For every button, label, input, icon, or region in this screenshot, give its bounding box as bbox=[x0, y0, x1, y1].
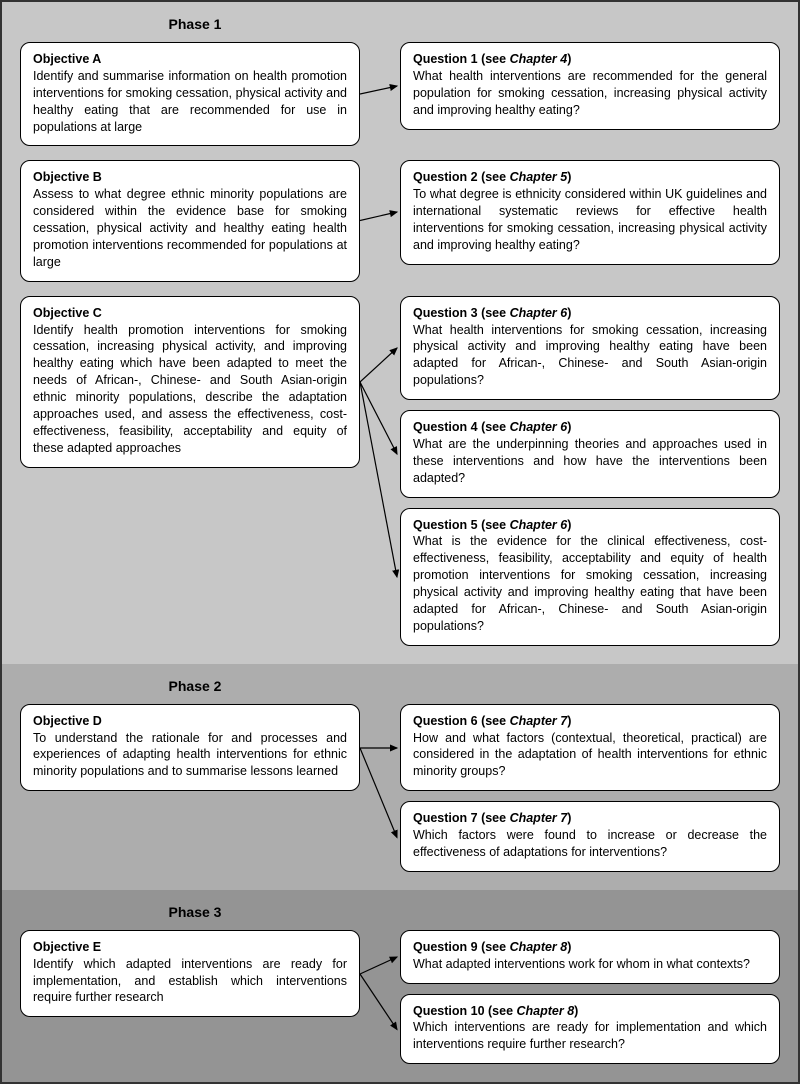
objective-body: Identify which adapted interventions are… bbox=[33, 957, 347, 1005]
question-label: Question 7 (see Chapter 7) bbox=[413, 811, 571, 825]
question-box: Question 4 (see Chapter 6) What are the u… bbox=[400, 410, 780, 498]
phase-3: Phase 3 Objective E Identify which adapted… bbox=[2, 890, 798, 1082]
question-box: Question 3 (see Chapter 6) What health in… bbox=[400, 296, 780, 400]
objective-label: Objective E bbox=[33, 940, 101, 954]
objective-label: Objective D bbox=[33, 714, 102, 728]
question-body: What health interventions for smoking ce… bbox=[413, 323, 767, 388]
phase-title: Phase 1 bbox=[20, 16, 370, 32]
question-label: Question 4 (see Chapter 6) bbox=[413, 420, 571, 434]
phase-title: Phase 2 bbox=[20, 678, 370, 694]
question-box: Question 5 (see Chapter 6) What is the ev… bbox=[400, 508, 780, 646]
objective-label: Objective C bbox=[33, 306, 102, 320]
question-box: Question 6 (see Chapter 7) How and what f… bbox=[400, 704, 780, 792]
question-body: How and what factors (contextual, theore… bbox=[413, 731, 767, 779]
phase-1: Phase 1 Objective A Identify and summarise… bbox=[2, 2, 798, 664]
objective-row: Objective E Identify which adapted interv… bbox=[20, 930, 780, 1064]
questions-column: Question 6 (see Chapter 7) How and what f… bbox=[400, 704, 780, 872]
question-body: To what degree is ethnicity considered w… bbox=[413, 187, 767, 252]
question-label: Question 1 (see Chapter 4) bbox=[413, 52, 571, 66]
objective-box: Objective D To understand the rationale f… bbox=[20, 704, 360, 792]
objective-box: Objective E Identify which adapted interv… bbox=[20, 930, 360, 1018]
question-box: Question 9 (see Chapter 8) What adapted i… bbox=[400, 930, 780, 984]
objective-body: To understand the rationale for and proc… bbox=[33, 731, 347, 779]
questions-column: Question 2 (see Chapter 5) To what degree… bbox=[400, 160, 780, 264]
question-body: Which interventions are ready for implem… bbox=[413, 1020, 767, 1051]
objective-label: Objective B bbox=[33, 170, 102, 184]
question-box: Question 7 (see Chapter 7) Which factors … bbox=[400, 801, 780, 872]
question-box: Question 10 (see Chapter 8) Which interve… bbox=[400, 994, 780, 1065]
question-box: Question 1 (see Chapter 4) What health in… bbox=[400, 42, 780, 130]
question-label: Question 3 (see Chapter 6) bbox=[413, 306, 571, 320]
question-body: What are the underpinning theories and a… bbox=[413, 437, 767, 485]
objective-box: Objective B Assess to what degree ethnic … bbox=[20, 160, 360, 281]
questions-column: Question 9 (see Chapter 8) What adapted i… bbox=[400, 930, 780, 1064]
objective-body: Assess to what degree ethnic minority po… bbox=[33, 187, 347, 269]
question-body: What is the evidence for the clinical ef… bbox=[413, 534, 767, 632]
question-label: Question 6 (see Chapter 7) bbox=[413, 714, 571, 728]
phase-2: Phase 2 Objective D To understand the rati… bbox=[2, 664, 798, 890]
objective-label: Objective A bbox=[33, 52, 101, 66]
phase-title: Phase 3 bbox=[20, 904, 370, 920]
question-body: What health interventions are recommende… bbox=[413, 69, 767, 117]
objective-body: Identify health promotion interventions … bbox=[33, 323, 347, 455]
question-label: Question 10 (see Chapter 8) bbox=[413, 1004, 578, 1018]
questions-column: Question 3 (see Chapter 6) What health in… bbox=[400, 296, 780, 646]
question-label: Question 2 (see Chapter 5) bbox=[413, 170, 571, 184]
questions-column: Question 1 (see Chapter 4) What health in… bbox=[400, 42, 780, 130]
objective-row: Objective A Identify and summarise inform… bbox=[20, 42, 780, 146]
objective-box: Objective A Identify and summarise inform… bbox=[20, 42, 360, 146]
objective-body: Identify and summarise information on he… bbox=[33, 69, 347, 134]
question-body: What adapted interventions work for whom… bbox=[413, 957, 750, 971]
question-box: Question 2 (see Chapter 5) To what degree… bbox=[400, 160, 780, 264]
objective-box: Objective C Identify health promotion int… bbox=[20, 296, 360, 468]
diagram-container: Phase 1 Objective A Identify and summarise… bbox=[0, 0, 800, 1084]
objective-row: Objective C Identify health promotion int… bbox=[20, 296, 780, 646]
objective-row: Objective B Assess to what degree ethnic … bbox=[20, 160, 780, 281]
objective-row: Objective D To understand the rationale f… bbox=[20, 704, 780, 872]
question-label: Question 5 (see Chapter 6) bbox=[413, 518, 571, 532]
question-body: Which factors were found to increase or … bbox=[413, 828, 767, 859]
question-label: Question 9 (see Chapter 8) bbox=[413, 940, 571, 954]
